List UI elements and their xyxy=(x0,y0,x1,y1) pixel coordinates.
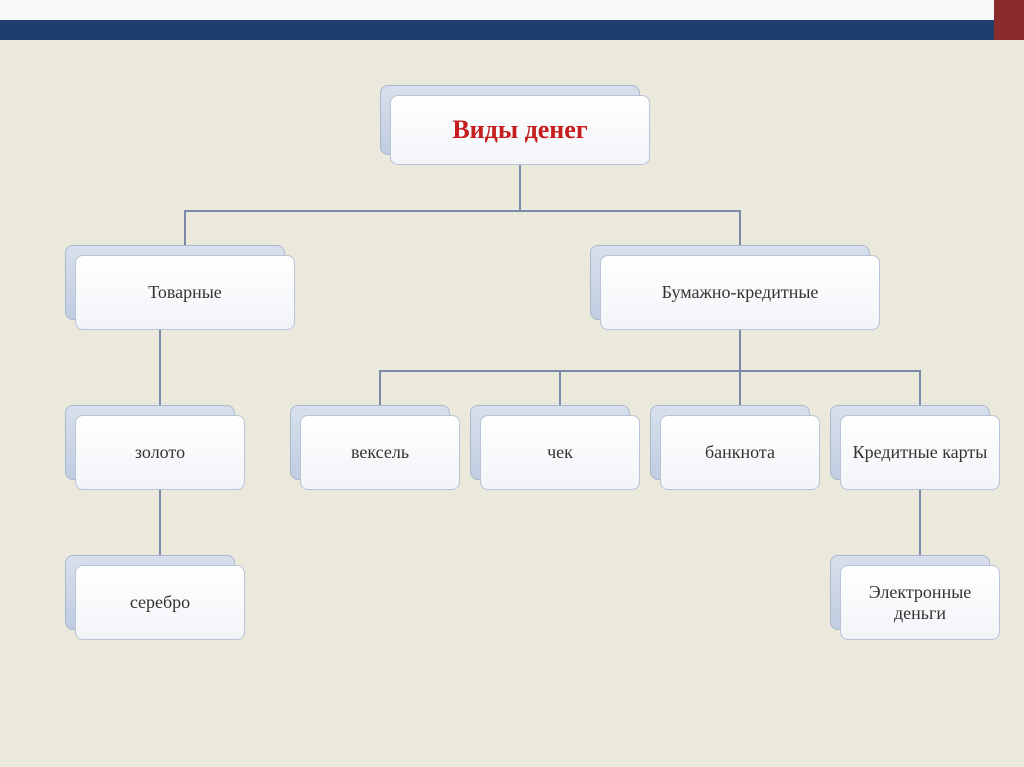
stripe-light xyxy=(0,0,1024,20)
node-edengi: Электронные деньги xyxy=(840,565,1000,640)
node-label: золото xyxy=(135,442,185,463)
node-label: серебро xyxy=(130,592,190,613)
node-serebro: серебро xyxy=(75,565,245,640)
diagram-canvas: Виды денег Товарные Бумажно-кредитные зо… xyxy=(10,40,1014,757)
node-label: Товарные xyxy=(148,282,222,303)
node-label: Электронные деньги xyxy=(849,582,991,624)
node-banknota: банкнота xyxy=(660,415,820,490)
node-label: чек xyxy=(547,442,573,463)
node-bumazhno: Бумажно-кредитные xyxy=(600,255,880,330)
top-bar xyxy=(0,0,1024,40)
node-zoloto: золото xyxy=(75,415,245,490)
connector xyxy=(184,210,740,212)
node-label: банкнота xyxy=(705,442,775,463)
connector xyxy=(919,490,921,565)
node-label: Бумажно-кредитные xyxy=(662,282,819,303)
stripe-dark xyxy=(0,20,1024,40)
node-tovarnye: Товарные xyxy=(75,255,295,330)
node-label: Кредитные карты xyxy=(853,442,988,463)
connector xyxy=(519,165,521,210)
node-label: вексель xyxy=(351,442,409,463)
connector xyxy=(739,330,741,370)
connector xyxy=(159,330,161,415)
node-karty: Кредитные карты xyxy=(840,415,1000,490)
root-label: Виды денег xyxy=(452,115,587,145)
node-chek: чек xyxy=(480,415,640,490)
stripe-accent xyxy=(994,0,1024,40)
node-veksel: вексель xyxy=(300,415,460,490)
connector xyxy=(159,490,161,565)
root-node: Виды денег xyxy=(390,95,650,165)
connector xyxy=(379,370,920,372)
